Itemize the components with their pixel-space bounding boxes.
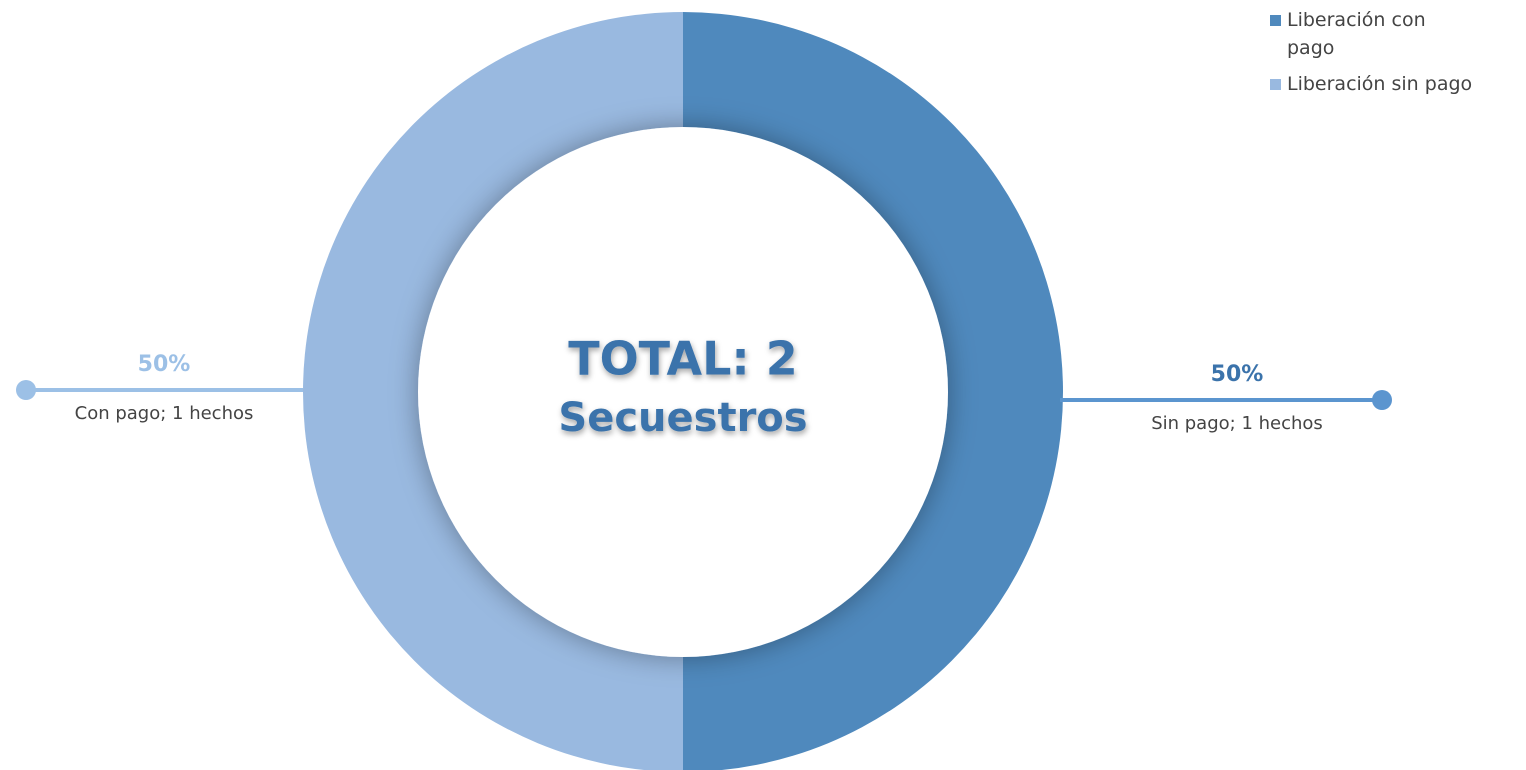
segment-label: Sin pago; 1 hechos xyxy=(1151,413,1323,434)
value-label: 50% xyxy=(1211,362,1264,387)
legend-swatch xyxy=(1270,79,1281,90)
leader-dot xyxy=(1372,390,1392,410)
legend-label: Liberación con pago xyxy=(1287,9,1426,59)
center-title: TOTAL: 2 xyxy=(568,332,798,386)
value-label: 50% xyxy=(138,352,191,377)
legend-label: Liberación sin pago xyxy=(1287,73,1473,95)
legend-item: Liberación con pago xyxy=(1270,6,1526,62)
center-subtitle: Secuestros xyxy=(558,395,807,441)
leader-dot xyxy=(16,380,36,400)
legend: Liberación con pago Liberación sin pago xyxy=(1270,6,1526,106)
legend-swatch xyxy=(1270,15,1281,26)
donut-hole xyxy=(418,127,948,657)
segment-label: Con pago; 1 hechos xyxy=(75,403,254,424)
legend-item: Liberación sin pago xyxy=(1270,70,1526,98)
